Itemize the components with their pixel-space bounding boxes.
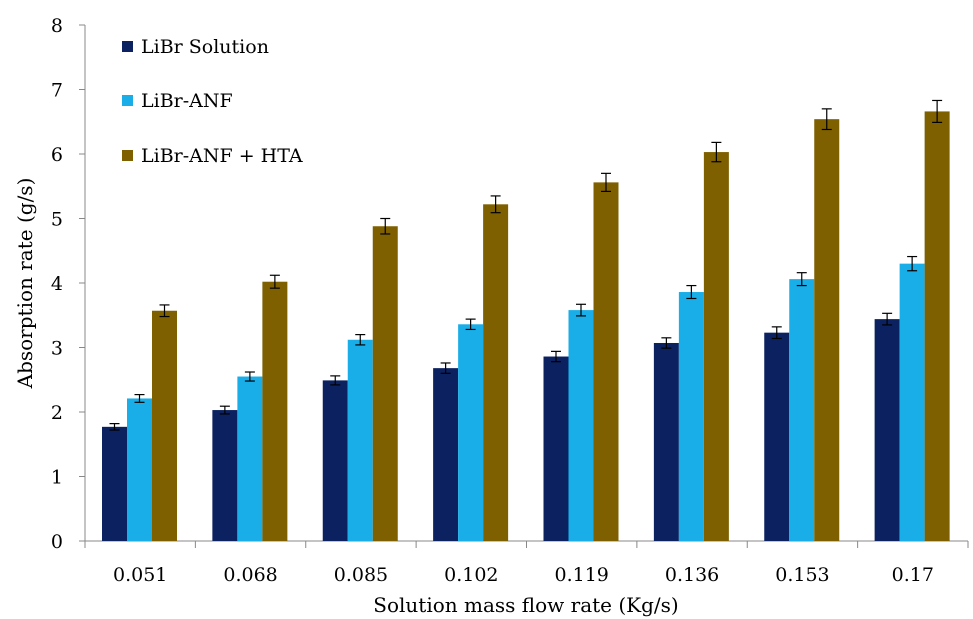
- y-tick-label: 3: [51, 338, 63, 360]
- y-axis-title: Absorption rate (g/s): [13, 178, 37, 390]
- bar: [372, 226, 398, 542]
- bar: [152, 310, 177, 541]
- y-tick-label: 4: [51, 273, 63, 295]
- x-tick-label: 0.119: [554, 564, 608, 586]
- bar: [102, 426, 127, 541]
- bar: [433, 368, 459, 541]
- x-tick-label: 0.051: [113, 564, 167, 586]
- legend-swatch: [122, 150, 133, 161]
- bar: [899, 263, 925, 541]
- x-tick-label: 0.17: [892, 564, 934, 586]
- x-tick-label: 0.136: [665, 564, 719, 586]
- bar: [764, 332, 790, 541]
- x-tick-label: 0.085: [334, 564, 388, 586]
- legend-swatch: [122, 41, 133, 52]
- bar: [653, 342, 679, 541]
- bar: [568, 310, 594, 541]
- legend-label: LiBr Solution: [141, 36, 269, 58]
- ticks: 0 1 2 3 4 5 6 7 8 0.051 0.068 0.085 0.102 0.119 0.136 0…: [51, 15, 969, 586]
- legend-swatch: [122, 95, 133, 106]
- legend-label: LiBr-ANF + HTA: [141, 145, 303, 167]
- bar: [237, 376, 263, 541]
- y-tick-label: 8: [51, 15, 63, 37]
- bar: [924, 111, 950, 542]
- x-tick-label: 0.068: [223, 564, 277, 586]
- bar: [703, 152, 729, 541]
- bar: [212, 410, 238, 541]
- x-tick-label: 0.153: [775, 564, 829, 586]
- bar: [814, 119, 840, 542]
- y-tick-label: 2: [51, 402, 63, 424]
- bar: [543, 356, 569, 541]
- y-tick-label: 1: [51, 467, 63, 489]
- bar: [483, 204, 509, 541]
- bar: [262, 281, 288, 541]
- bars: [102, 111, 950, 542]
- y-tick-label: 7: [51, 80, 63, 102]
- bar: [347, 339, 373, 541]
- x-axis-title: Solution mass flow rate (Kg/s): [373, 593, 678, 617]
- y-tick-label: 6: [51, 144, 63, 166]
- bar: [789, 279, 815, 541]
- bar: [874, 319, 900, 541]
- legend: LiBr Solution LiBr-ANF LiBr-ANF + HTA: [122, 36, 303, 167]
- bar: [593, 182, 619, 541]
- y-tick-label: 5: [51, 209, 63, 231]
- y-tick-label: 0: [51, 531, 63, 553]
- error-bars: [109, 99, 943, 431]
- bar: [678, 292, 704, 541]
- bar: [322, 380, 348, 541]
- x-tick-label: 0.102: [444, 564, 498, 586]
- bar: [127, 398, 152, 541]
- legend-label: LiBr-ANF: [141, 90, 233, 112]
- bar: [458, 324, 484, 541]
